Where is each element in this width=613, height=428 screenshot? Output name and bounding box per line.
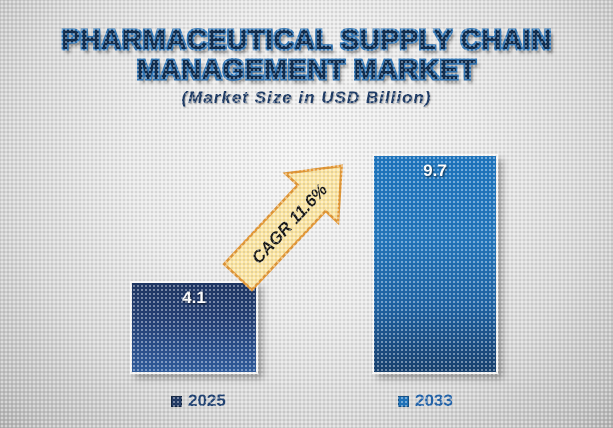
legend-label-2033: 2033 <box>415 391 453 410</box>
legend-item-2025: 2025 <box>171 391 226 411</box>
legend-item-2033: 2033 <box>398 391 453 411</box>
chart-title-line1: PHARMACEUTICAL SUPPLY CHAIN <box>61 24 552 55</box>
chart-header: PHARMACEUTICAL SUPPLY CHAIN MANAGEMENT M… <box>0 25 613 108</box>
legend-marker-2025-icon <box>171 395 182 407</box>
legend-label-2025: 2025 <box>188 391 226 410</box>
chart-subtitle: (Market Size in USD Billion) <box>181 88 432 107</box>
chart-title-line2: MANAGEMENT MARKET <box>136 54 477 85</box>
legend-marker-2033-icon <box>398 395 409 407</box>
